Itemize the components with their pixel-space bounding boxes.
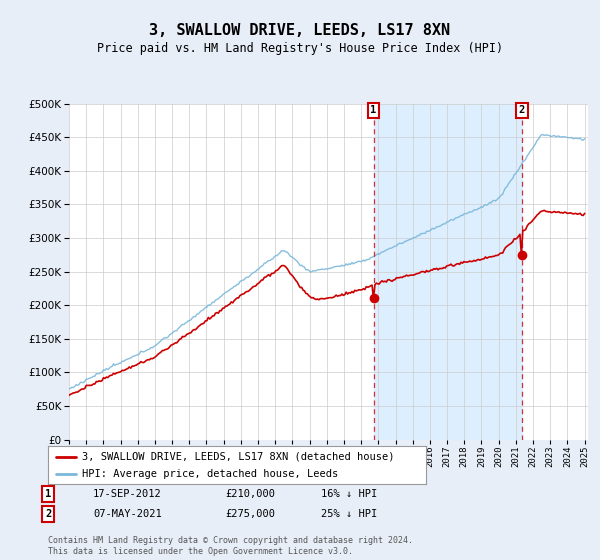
Text: HPI: Average price, detached house, Leeds: HPI: Average price, detached house, Leed…	[82, 469, 338, 479]
Bar	[374, 104, 522, 440]
Text: 07-MAY-2021: 07-MAY-2021	[93, 509, 162, 519]
Text: 2: 2	[519, 105, 525, 115]
Text: 1: 1	[45, 489, 51, 499]
Text: 1: 1	[370, 105, 377, 115]
Text: 3, SWALLOW DRIVE, LEEDS, LS17 8XN (detached house): 3, SWALLOW DRIVE, LEEDS, LS17 8XN (detac…	[82, 451, 395, 461]
Text: 2: 2	[45, 509, 51, 519]
Text: Contains HM Land Registry data © Crown copyright and database right 2024.
This d: Contains HM Land Registry data © Crown c…	[48, 536, 413, 556]
Text: 25% ↓ HPI: 25% ↓ HPI	[321, 509, 377, 519]
Text: 16% ↓ HPI: 16% ↓ HPI	[321, 489, 377, 499]
Text: Price paid vs. HM Land Registry's House Price Index (HPI): Price paid vs. HM Land Registry's House …	[97, 42, 503, 55]
Text: 17-SEP-2012: 17-SEP-2012	[93, 489, 162, 499]
Text: £210,000: £210,000	[225, 489, 275, 499]
Text: £275,000: £275,000	[225, 509, 275, 519]
Text: 3, SWALLOW DRIVE, LEEDS, LS17 8XN: 3, SWALLOW DRIVE, LEEDS, LS17 8XN	[149, 24, 451, 38]
